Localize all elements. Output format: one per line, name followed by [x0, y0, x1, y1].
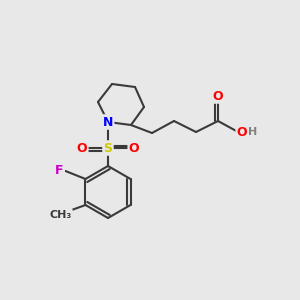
Text: O: O: [237, 127, 247, 140]
Text: O: O: [129, 142, 139, 154]
Text: H: H: [248, 127, 258, 137]
Text: F: F: [55, 164, 64, 178]
Text: CH₃: CH₃: [50, 210, 72, 220]
Text: O: O: [77, 142, 87, 154]
Text: N: N: [103, 116, 113, 128]
Text: S: S: [103, 142, 112, 154]
Text: O: O: [213, 89, 223, 103]
